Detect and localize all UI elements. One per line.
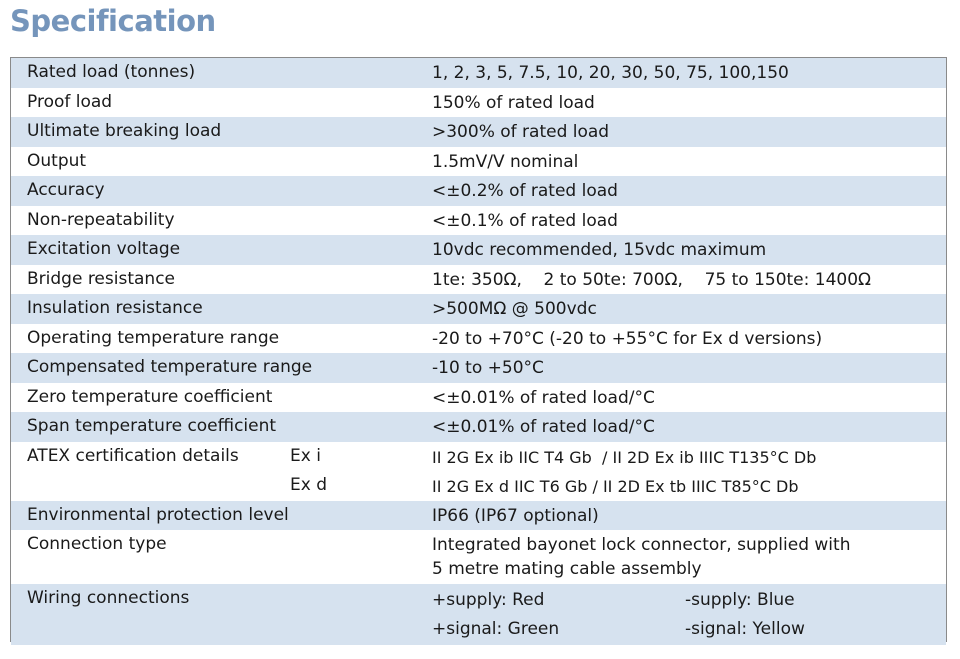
row-label: Connection type [27,534,167,554]
row-value: 1, 2, 3, 5, 7.5, 10, 20, 30, 50, 75, 100… [432,63,789,83]
row-value: 1.5mV/V nominal [432,151,579,172]
table-row: Excitation voltage 10vdc recommended, 15v… [11,235,946,265]
row-value: II 2G Ex d IIC T6 Gb / II 2D Ex tb IIIC … [432,476,799,496]
row-value: -signal: Yellow [685,619,805,639]
row-value: -supply: Blue [685,590,795,610]
row-label: Rated load (tonnes) [27,62,196,82]
row-value: <±0.01% of rated load/°C [432,417,655,437]
row-value: -10 to +50°C [432,358,544,378]
row-label: Wiring connections [27,588,190,608]
row-label: Ultimate breaking load [27,121,222,141]
row-value: 150% of rated load [432,92,595,113]
row-value: >500MΩ @ 500vdc [432,299,597,319]
table-row: Accuracy <±0.2% of rated load [11,176,946,206]
row-label: Zero temperature coefficient [27,386,273,407]
row-value: >300% of rated load [432,122,610,142]
row-label: Excitation voltage [27,239,181,259]
table-row: Connection type Integrated bayonet lock c… [11,530,946,584]
row-value: <±0.01% of rated load/°C [432,387,655,408]
row-value: IP66 (IP67 optional) [432,505,599,526]
row-label: Output [27,150,87,171]
row-value: +signal: Green [432,619,560,639]
row-label: ATEX certification details [27,445,239,466]
page-title: Specification [10,4,216,38]
table-row: Rated load (tonnes) 1, 2, 3, 5, 7.5, 10, … [11,58,946,88]
row-value: II 2G Ex ib IIC T4 Gb / II 2D Ex ib IIIC… [432,447,817,467]
table-row: Output 1.5mV/V nominal [11,147,946,177]
table-row: Operating temperature range -20 to +70°C … [11,324,946,354]
row-value: 10vdc recommended, 15vdc maximum [432,240,767,260]
row-value: <±0.2% of rated load [432,181,618,201]
sub-label: Ex d [290,474,327,495]
table-row: Span temperature coefficient <±0.01% of r… [11,412,946,442]
row-value: 5 metre mating cable assembly [432,559,702,579]
table-row: Insulation resistance >500MΩ @ 500vdc [11,294,946,324]
row-label: Accuracy [27,180,105,200]
table-row: Bridge resistance 1te: 350Ω, 2 to 50te: 7… [11,265,946,295]
row-value: <±0.1% of rated load [432,210,618,231]
row-label: Insulation resistance [27,298,203,318]
table-row: Wiring connections +supply: Red -supply: B… [11,584,946,645]
row-label: Non-repeatability [27,209,175,230]
row-value: +supply: Red [432,590,545,610]
table-row: Non-repeatability <±0.1% of rated load [11,206,946,236]
row-value: 1te: 350Ω, 2 to 50te: 700Ω, 75 to 150te:… [432,269,872,290]
table-row: Proof load 150% of rated load [11,88,946,118]
row-label: Span temperature coefficient [27,416,277,436]
row-label: Operating temperature range [27,327,280,348]
table-row: Compensated temperature range -10 to +50°… [11,353,946,383]
table-row: Zero temperature coefficient <±0.01% of r… [11,383,946,413]
row-label: Environmental protection level [27,504,289,525]
row-value: -20 to +70°C (-20 to +55°C for Ex d vers… [432,328,823,349]
row-label: Proof load [27,91,113,112]
row-label: Bridge resistance [27,268,175,289]
table-row: Environmental protection level IP66 (IP67… [11,500,946,530]
sub-label: Ex i [290,445,321,466]
spec-table: Rated load (tonnes) 1, 2, 3, 5, 7.5, 10, … [10,57,947,645]
table-row: ATEX certification details Ex i II 2G Ex i… [11,442,946,501]
table-row: Ultimate breaking load >300% of rated loa… [11,117,946,147]
row-label: Compensated temperature range [27,357,313,377]
row-value: Integrated bayonet lock connector, suppl… [432,535,851,555]
